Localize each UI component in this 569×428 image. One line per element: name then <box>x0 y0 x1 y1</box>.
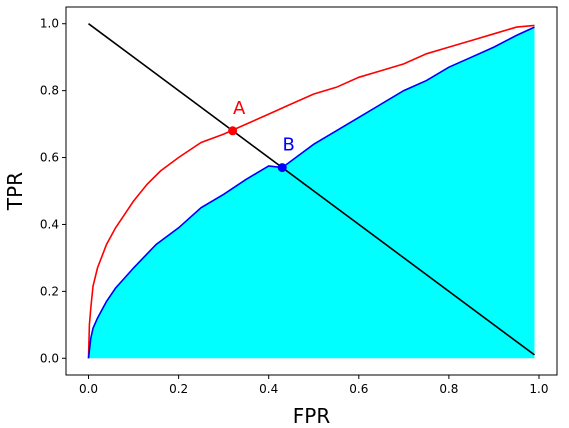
point-a-label: A <box>233 98 246 119</box>
x-tick-label: 0.8 <box>439 382 458 396</box>
y-tick-label: 0.8 <box>40 84 59 98</box>
y-tick-label: 0.6 <box>40 151 59 165</box>
y-tick-label: 0.0 <box>40 351 59 365</box>
point-b-marker <box>277 163 287 173</box>
area-under-curve-layer <box>88 27 535 359</box>
x-axis-title: FPR <box>293 404 331 428</box>
y-tick-label: 0.4 <box>40 217 59 231</box>
series-1-line <box>87 26 535 359</box>
series-2-line <box>88 23 535 356</box>
point-a-marker <box>228 126 238 136</box>
y-axis-title: TPR <box>3 172 27 211</box>
y-tick-label: 1.0 <box>40 17 59 31</box>
x-tick-label: 0.6 <box>349 382 368 396</box>
point-b-label: B <box>283 135 295 156</box>
series-1-area-fill <box>88 27 535 359</box>
x-tick-label: 0.0 <box>79 382 98 396</box>
x-tick-label: 0.4 <box>259 382 278 396</box>
points-layer: AB <box>228 98 295 173</box>
plot-frame <box>65 6 558 376</box>
y-axis-ticks: 0.0 0.2 0.4 0.6 0.8 1.0 <box>40 17 66 365</box>
x-tick-label: 0.2 <box>169 382 188 396</box>
y-tick-label: 0.2 <box>40 284 59 298</box>
x-tick-label: 1.0 <box>529 382 548 396</box>
x-axis-ticks: 0.0 0.2 0.4 0.6 0.8 1.0 <box>79 375 549 396</box>
